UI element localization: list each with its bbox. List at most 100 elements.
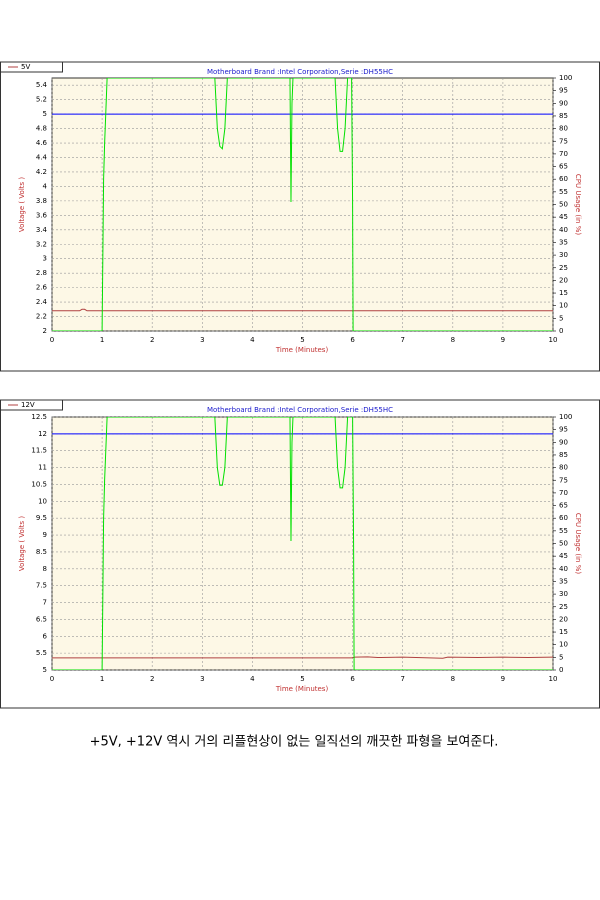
y2-axis-label: CPU Usage (in %) bbox=[574, 513, 582, 574]
chart-title: Motherboard Brand :Intel Corporation,Ser… bbox=[207, 68, 393, 76]
x-tick-label: 0 bbox=[50, 675, 54, 683]
y-axis-label: Voltage ( Volts ) bbox=[18, 177, 26, 233]
y2-tick-label: 30 bbox=[559, 251, 568, 259]
y2-tick-label: 100 bbox=[559, 74, 572, 82]
x-tick-label: 7 bbox=[400, 675, 404, 683]
x-tick-label: 6 bbox=[350, 336, 355, 344]
y2-tick-label: 10 bbox=[559, 302, 568, 310]
y2-tick-label: 90 bbox=[559, 99, 568, 107]
y-tick-label: 5.5 bbox=[36, 649, 47, 657]
x-tick-label: 5 bbox=[300, 675, 304, 683]
x-tick-label: 3 bbox=[200, 675, 204, 683]
y-tick-label: 2.6 bbox=[36, 284, 48, 292]
y2-tick-label: 40 bbox=[559, 226, 568, 234]
y2-tick-label: 70 bbox=[559, 489, 568, 497]
y-tick-label: 9 bbox=[43, 531, 47, 539]
y-tick-label: 3.8 bbox=[36, 197, 47, 205]
y2-axis-label: CPU Usage (in %) bbox=[574, 174, 582, 235]
y2-tick-label: 70 bbox=[559, 150, 568, 158]
y2-tick-label: 25 bbox=[559, 264, 568, 272]
y2-tick-label: 0 bbox=[559, 327, 563, 335]
x-tick-label: 8 bbox=[451, 336, 455, 344]
y2-tick-label: 5 bbox=[559, 653, 563, 661]
y-tick-label: 3.4 bbox=[36, 226, 48, 234]
y2-tick-label: 30 bbox=[559, 590, 568, 598]
y-axis-label: Voltage ( Volts ) bbox=[18, 516, 26, 572]
legend-box bbox=[0, 399, 63, 411]
legend-label: 5V bbox=[21, 63, 30, 71]
y2-tick-label: 90 bbox=[559, 438, 568, 446]
x-tick-label: 0 bbox=[50, 336, 54, 344]
y2-tick-label: 45 bbox=[559, 552, 568, 560]
y-tick-label: 4.4 bbox=[36, 154, 48, 162]
x-tick-label: 6 bbox=[350, 675, 355, 683]
y2-tick-label: 65 bbox=[559, 502, 568, 510]
y2-tick-label: 75 bbox=[559, 476, 568, 484]
y-tick-label: 4.8 bbox=[36, 125, 47, 133]
y2-tick-label: 50 bbox=[559, 540, 568, 548]
y-tick-label: 3.6 bbox=[36, 211, 48, 219]
y2-tick-label: 45 bbox=[559, 213, 568, 221]
y-tick-label: 5.2 bbox=[36, 96, 47, 104]
x-tick-label: 8 bbox=[451, 675, 455, 683]
y-tick-label: 10.5 bbox=[31, 480, 47, 488]
y-tick-label: 4.6 bbox=[36, 139, 48, 147]
y2-tick-label: 55 bbox=[559, 527, 568, 535]
y-tick-label: 11.5 bbox=[31, 447, 47, 455]
y-tick-label: 7.5 bbox=[36, 582, 47, 590]
legend-label: 12V bbox=[21, 401, 35, 409]
y2-tick-label: 20 bbox=[559, 276, 568, 284]
chart-title: Motherboard Brand :Intel Corporation,Ser… bbox=[207, 406, 393, 414]
y2-tick-label: 85 bbox=[559, 112, 568, 120]
y-tick-label: 4.2 bbox=[36, 168, 47, 176]
y2-tick-label: 100 bbox=[559, 413, 572, 421]
x-tick-label: 10 bbox=[549, 336, 558, 344]
y2-tick-label: 80 bbox=[559, 125, 568, 133]
x-tick-label: 4 bbox=[250, 675, 255, 683]
x-tick-label: 3 bbox=[200, 336, 204, 344]
y2-tick-label: 40 bbox=[559, 565, 568, 573]
y2-tick-label: 10 bbox=[559, 641, 568, 649]
y-tick-label: 8 bbox=[43, 565, 47, 573]
y-tick-label: 5 bbox=[43, 110, 47, 118]
y-tick-label: 2 bbox=[43, 327, 47, 335]
y-tick-label: 12 bbox=[38, 430, 47, 438]
y2-tick-label: 35 bbox=[559, 238, 568, 246]
y2-tick-label: 55 bbox=[559, 188, 568, 196]
y-tick-label: 2.8 bbox=[36, 269, 47, 277]
y-tick-label: 4 bbox=[43, 182, 48, 190]
y-tick-label: 3 bbox=[43, 255, 47, 263]
x-tick-label: 2 bbox=[150, 675, 154, 683]
series-line bbox=[52, 78, 553, 331]
x-tick-label: 5 bbox=[300, 336, 304, 344]
y2-tick-label: 35 bbox=[559, 577, 568, 585]
plot-area bbox=[51, 416, 554, 671]
y-tick-label: 9.5 bbox=[36, 514, 47, 522]
y2-tick-label: 75 bbox=[559, 137, 568, 145]
x-tick-label: 2 bbox=[150, 336, 154, 344]
y2-tick-label: 20 bbox=[559, 615, 568, 623]
y2-tick-label: 50 bbox=[559, 201, 568, 209]
y2-tick-label: 80 bbox=[559, 464, 568, 472]
y-tick-label: 10 bbox=[38, 497, 47, 505]
y-tick-label: 2.2 bbox=[36, 313, 47, 321]
y2-tick-label: 85 bbox=[559, 451, 568, 459]
x-tick-label: 9 bbox=[501, 675, 505, 683]
y-tick-label: 5.4 bbox=[36, 81, 48, 89]
y2-tick-label: 0 bbox=[559, 666, 563, 674]
x-tick-label: 4 bbox=[250, 336, 255, 344]
x-tick-label: 7 bbox=[400, 336, 404, 344]
y2-tick-label: 95 bbox=[559, 87, 568, 95]
series-line bbox=[52, 417, 553, 670]
y2-tick-label: 25 bbox=[559, 603, 568, 611]
y2-tick-label: 15 bbox=[559, 628, 568, 636]
x-tick-label: 1 bbox=[100, 675, 104, 683]
y-tick-label: 8.5 bbox=[36, 548, 47, 556]
y2-tick-label: 65 bbox=[559, 163, 568, 171]
x-tick-label: 9 bbox=[501, 336, 505, 344]
x-axis-label: Time (Minutes) bbox=[275, 346, 329, 354]
x-tick-label: 1 bbox=[100, 336, 104, 344]
y-tick-label: 6 bbox=[43, 632, 48, 640]
y-tick-label: 7 bbox=[43, 599, 47, 607]
